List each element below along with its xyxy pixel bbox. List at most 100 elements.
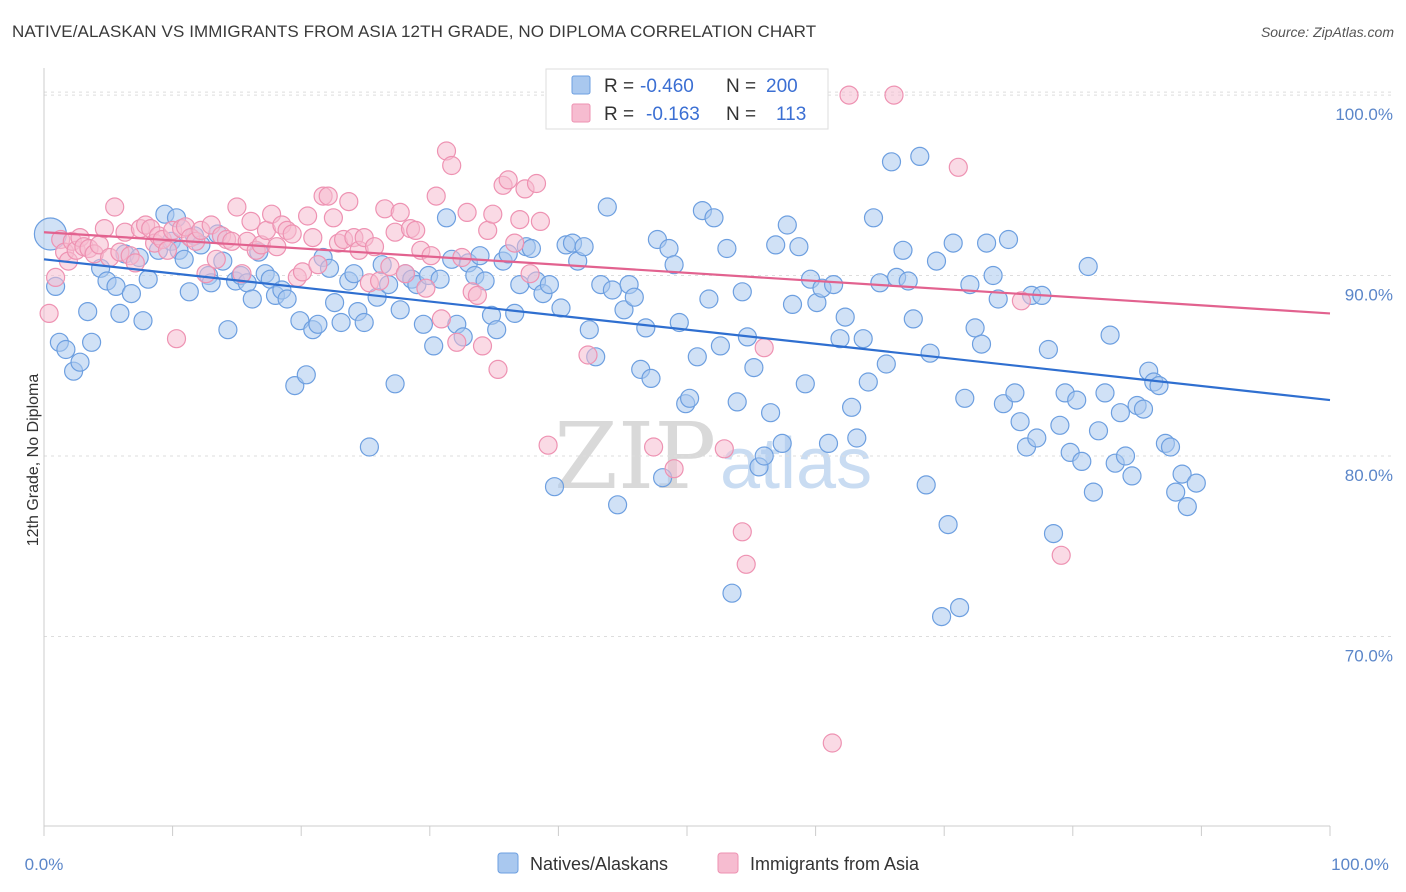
native-point: [436, 208, 457, 228]
immigrant-point: [157, 240, 178, 260]
immigrant-point: [472, 336, 493, 356]
native-point: [597, 197, 617, 217]
legend-n-label-pink: N =: [726, 104, 756, 125]
legend-n-value-pink: 113: [776, 104, 806, 125]
legend-n-value-blue: 200: [766, 76, 798, 97]
native-point: [760, 403, 781, 423]
native-point: [614, 300, 634, 320]
immigrant-point: [292, 262, 313, 282]
y-tick-label: 70.0%: [1345, 647, 1393, 666]
immigrant-point: [839, 85, 859, 105]
native-point: [772, 433, 792, 453]
trend-line-immigrants-from-asia: [43, 231, 1331, 315]
native-point: [133, 311, 153, 331]
native-point: [354, 312, 374, 333]
native-point: [976, 233, 997, 253]
legend-r-value-blue: -0.460: [640, 76, 694, 97]
native-point: [863, 208, 884, 228]
immigrant-point: [166, 329, 187, 349]
native-point: [960, 275, 980, 295]
native-point: [659, 238, 679, 259]
immigrant-point: [457, 202, 477, 222]
immigrant-point: [282, 224, 302, 244]
native-point: [1038, 339, 1059, 360]
native-point: [795, 374, 815, 394]
immigrant-point: [298, 206, 318, 226]
legend-r-value-pink: -0.163: [646, 104, 700, 125]
x-tick-label-max: 100.0%: [1331, 855, 1389, 874]
native-point: [1027, 428, 1047, 448]
native-point: [325, 293, 345, 313]
native-point: [664, 255, 684, 275]
native-point: [679, 388, 700, 408]
immigrant-point: [125, 253, 145, 273]
legend-swatch-immigrants: [717, 852, 739, 874]
native-point: [754, 446, 774, 466]
immigrant-point: [520, 264, 540, 284]
native-point: [782, 294, 803, 314]
native-point: [56, 339, 76, 360]
native-point: [926, 251, 947, 271]
native-point: [179, 282, 199, 302]
native-point: [487, 320, 507, 340]
native-point: [722, 583, 742, 603]
native-point: [835, 307, 855, 327]
native-point: [965, 318, 985, 338]
legend-label-natives: Natives/Alaskans: [530, 854, 668, 874]
native-point: [920, 343, 940, 363]
native-point: [359, 437, 379, 457]
native-point: [174, 249, 194, 269]
native-point: [106, 276, 126, 296]
native-point: [830, 329, 850, 349]
legend-r-label-blue: R =: [604, 76, 634, 97]
native-point: [242, 289, 262, 309]
immigrant-point: [488, 359, 508, 379]
native-point: [81, 332, 102, 352]
immigrant-point: [105, 197, 125, 217]
immigrant-point: [478, 220, 498, 240]
native-point: [70, 352, 90, 372]
native-point: [1122, 466, 1142, 486]
native-point: [818, 433, 839, 453]
native-point: [574, 237, 594, 257]
native-point: [1010, 412, 1030, 432]
native-point: [277, 289, 297, 309]
native-point: [331, 312, 351, 333]
native-point: [544, 477, 565, 497]
legend-swatch-natives: [497, 852, 519, 874]
native-point: [1115, 446, 1136, 466]
native-point: [424, 336, 444, 356]
native-point: [916, 475, 936, 495]
native-point: [521, 238, 542, 259]
immigrant-point: [380, 256, 400, 277]
native-point: [727, 392, 747, 412]
native-point: [704, 208, 724, 228]
native-point: [983, 265, 1003, 286]
immigrant-point: [732, 522, 752, 542]
native-point: [1133, 399, 1154, 419]
native-point: [1160, 437, 1181, 457]
native-point: [579, 320, 599, 340]
native-point: [636, 318, 656, 338]
native-point: [505, 303, 525, 323]
native-point: [669, 312, 689, 333]
watermark: ZIP atlas: [554, 403, 872, 510]
immigrant-point: [643, 437, 664, 457]
native-point: [1149, 376, 1169, 396]
native-point: [110, 303, 130, 323]
immigrant-point: [431, 309, 451, 329]
native-point: [641, 368, 661, 388]
native-point: [876, 354, 896, 374]
native-point: [602, 280, 623, 300]
legend-label-immigrants: Immigrants from Asia: [750, 854, 920, 874]
native-point: [847, 428, 867, 448]
legend-n-label-blue: N =: [726, 76, 756, 97]
immigrant-point: [754, 338, 774, 358]
immigrant-point: [318, 186, 338, 206]
native-point: [938, 514, 958, 535]
native-point: [308, 314, 328, 334]
immigrant-point: [1011, 291, 1032, 311]
native-point: [430, 269, 450, 289]
native-point: [910, 146, 930, 166]
